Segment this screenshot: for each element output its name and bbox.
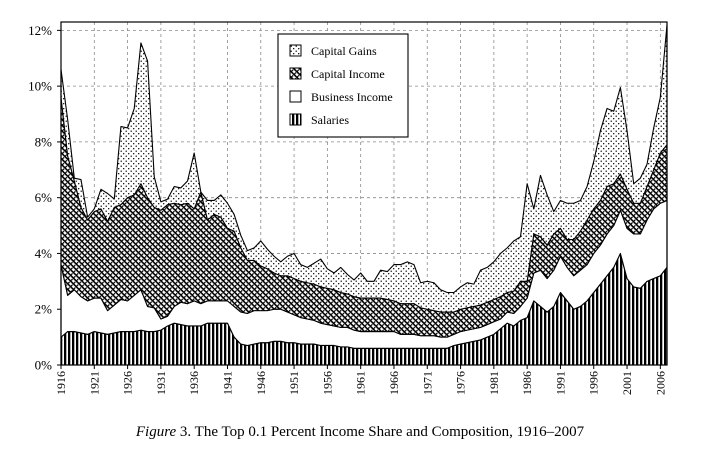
figure-caption-text: 3. The Top 0.1 Percent Income Share and … — [179, 424, 585, 440]
legend-label-capital-income: Capital Income — [311, 67, 385, 81]
figure-caption: Figure 3. The Top 0.1 Percent Income Sha… — [0, 424, 720, 441]
x-tick-label: 2006 — [653, 371, 667, 395]
x-tick-label: 1956 — [320, 371, 334, 395]
x-tick-label: 2001 — [620, 371, 634, 395]
legend-swatch-capital-income — [289, 67, 302, 80]
legend-swatch-capital-gains — [289, 44, 302, 57]
y-tick-label: 12% — [28, 23, 52, 38]
x-tick-label: 1971 — [420, 371, 434, 395]
x-tick-label: 1976 — [454, 371, 468, 395]
legend-label-salaries: Salaries — [311, 113, 349, 127]
plot-frame — [60, 21, 668, 366]
figure-label: Figure — [135, 424, 177, 440]
legend-label-capital-gains: Capital Gains — [311, 44, 377, 58]
x-tick-label: 1981 — [487, 371, 501, 395]
legend-swatch-business-income — [289, 90, 302, 103]
x-tick-label: 1936 — [187, 371, 201, 395]
legend-swatch-salaries — [289, 113, 302, 126]
x-tick-label: 1996 — [587, 371, 601, 395]
x-tick-label: 1966 — [387, 371, 401, 395]
x-tick-label: 1961 — [354, 371, 368, 395]
y-tick-label: 6% — [35, 190, 53, 205]
y-tick-label: 2% — [35, 302, 53, 317]
x-tick-label: 1931 — [154, 371, 168, 395]
x-tick-label: 1991 — [553, 371, 567, 395]
x-tick-label: 1916 — [54, 371, 68, 395]
x-tick-label: 1946 — [254, 371, 268, 395]
y-tick-label: 8% — [35, 134, 53, 149]
y-tick-label: 0% — [35, 358, 53, 373]
income-share-chart: 0% 2% 4% 6% 8% 10% 12% 1916 1921 1926 1931 1936 1941… — [28, 21, 668, 395]
axes: 0% 2% 4% 6% 8% 10% 12% 1916 1921 1926 1931 1936 1941… — [28, 23, 667, 395]
legend-label-business-income: Business Income — [311, 90, 393, 104]
x-tick-label: 1951 — [287, 371, 301, 395]
x-tick-label: 1941 — [220, 371, 234, 395]
y-tick-label: 10% — [28, 79, 52, 94]
x-tick-label: 1921 — [87, 371, 101, 395]
legend: Capital Gains Capital Income Business Inco… — [277, 33, 409, 138]
x-tick-label: 1926 — [121, 371, 135, 395]
y-tick-label: 4% — [35, 246, 53, 261]
x-tick-label: 1986 — [520, 371, 534, 395]
